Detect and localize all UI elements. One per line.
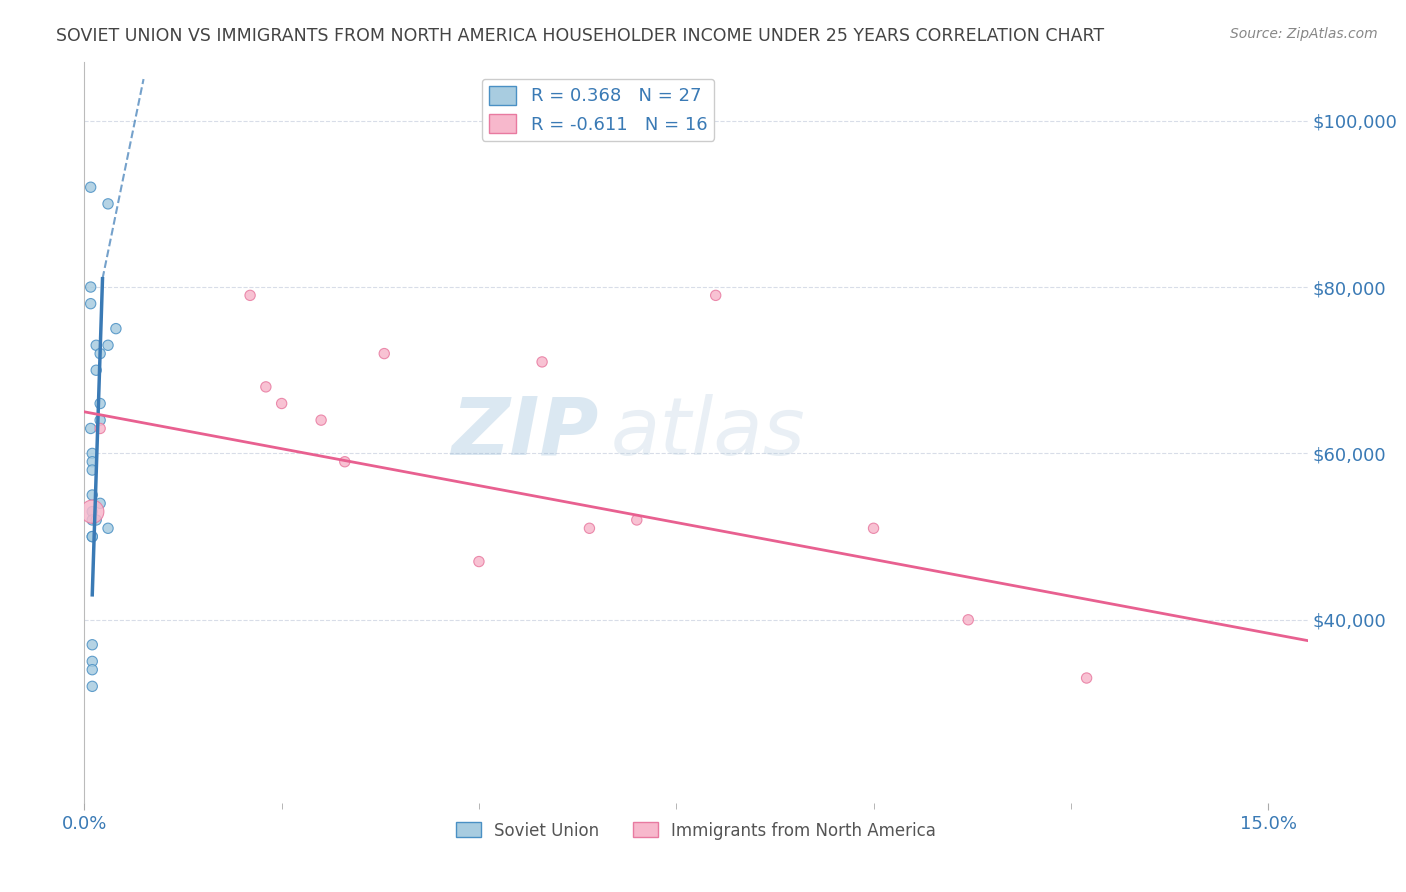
Point xyxy=(626,513,648,527)
Point xyxy=(82,530,104,544)
Point xyxy=(84,338,107,352)
Point xyxy=(82,513,104,527)
Point xyxy=(254,380,277,394)
Point xyxy=(84,363,107,377)
Point xyxy=(89,496,111,510)
Text: atlas: atlas xyxy=(610,393,806,472)
Point xyxy=(89,413,111,427)
Point xyxy=(79,280,101,294)
Point xyxy=(862,521,884,535)
Point xyxy=(82,530,104,544)
Point xyxy=(104,321,127,335)
Point xyxy=(531,355,554,369)
Point xyxy=(79,180,101,194)
Point xyxy=(82,446,104,460)
Point xyxy=(82,679,104,693)
Point xyxy=(1076,671,1098,685)
Point xyxy=(82,663,104,677)
Point xyxy=(82,455,104,469)
Point xyxy=(82,505,104,519)
Point xyxy=(89,421,111,435)
Point xyxy=(333,455,356,469)
Text: Source: ZipAtlas.com: Source: ZipAtlas.com xyxy=(1230,27,1378,41)
Point xyxy=(239,288,262,302)
Point xyxy=(82,654,104,668)
Point xyxy=(97,197,120,211)
Point xyxy=(97,338,120,352)
Point xyxy=(79,421,101,435)
Point xyxy=(309,413,332,427)
Point xyxy=(89,396,111,410)
Text: SOVIET UNION VS IMMIGRANTS FROM NORTH AMERICA HOUSEHOLDER INCOME UNDER 25 YEARS : SOVIET UNION VS IMMIGRANTS FROM NORTH AM… xyxy=(56,27,1104,45)
Point xyxy=(89,346,111,360)
Point xyxy=(82,488,104,502)
Point xyxy=(82,638,104,652)
Point xyxy=(468,555,491,569)
Legend: Soviet Union, Immigrants from North America: Soviet Union, Immigrants from North Amer… xyxy=(450,815,942,847)
Point xyxy=(957,613,980,627)
Point xyxy=(373,346,395,360)
Point xyxy=(84,513,107,527)
Point xyxy=(82,505,104,519)
Point xyxy=(82,463,104,477)
Point xyxy=(578,521,600,535)
Point xyxy=(97,521,120,535)
Point xyxy=(79,296,101,310)
Point xyxy=(270,396,292,410)
Text: ZIP: ZIP xyxy=(451,393,598,472)
Point xyxy=(704,288,727,302)
